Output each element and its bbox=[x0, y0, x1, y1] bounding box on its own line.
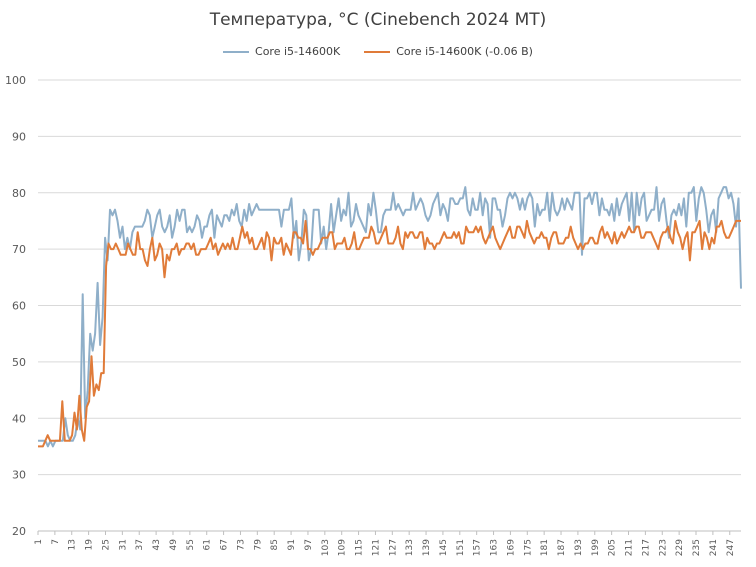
x-tick-label-157: 157 bbox=[473, 539, 483, 556]
chart-title: Температура, °C (Cinebench 2024 MT) bbox=[209, 10, 547, 30]
x-tick-label-1: 1 bbox=[34, 539, 44, 545]
legend: Core i5-14600K Core i5-14600K (-0.06 В) bbox=[0, 45, 756, 58]
x-tick-label-199: 199 bbox=[591, 539, 601, 556]
x-tick-label-61: 61 bbox=[203, 539, 213, 550]
x-tick-label-103: 103 bbox=[321, 539, 331, 556]
x-tick-label-139: 139 bbox=[422, 539, 432, 556]
x-tick-label-229: 229 bbox=[675, 539, 685, 556]
x-tick-label-163: 163 bbox=[490, 539, 500, 556]
y-tick-label-70: 70 bbox=[12, 243, 26, 256]
x-tick-label-43: 43 bbox=[152, 539, 162, 550]
y-tick-label-20: 20 bbox=[12, 525, 26, 538]
series-line-2 bbox=[38, 219, 741, 448]
x-tick-label-31: 31 bbox=[118, 539, 128, 550]
y-tick-label-60: 60 bbox=[12, 300, 26, 313]
x-tick-label-187: 187 bbox=[557, 539, 567, 556]
x-tick-label-235: 235 bbox=[692, 539, 702, 556]
y-tick-label-30: 30 bbox=[12, 469, 26, 482]
x-tick-label-181: 181 bbox=[540, 539, 550, 556]
x-tick-label-73: 73 bbox=[236, 539, 246, 550]
x-tick-label-55: 55 bbox=[186, 539, 196, 550]
legend-swatch-series-2 bbox=[364, 50, 391, 53]
x-tick-label-49: 49 bbox=[169, 539, 179, 551]
series-line-1 bbox=[38, 186, 742, 448]
x-tick-label-109: 109 bbox=[338, 539, 348, 556]
x-tick-label-169: 169 bbox=[506, 539, 516, 556]
x-tick-label-97: 97 bbox=[304, 539, 314, 550]
x-tick-label-145: 145 bbox=[439, 539, 449, 556]
x-tick-label-13: 13 bbox=[68, 539, 78, 550]
x-tick-label-67: 67 bbox=[220, 539, 230, 550]
x-tick-label-115: 115 bbox=[355, 539, 365, 556]
x-tick-label-193: 193 bbox=[574, 539, 584, 556]
legend-item-series-1: Core i5-14600K bbox=[223, 45, 340, 58]
x-tick-label-121: 121 bbox=[371, 539, 381, 556]
x-tick-label-37: 37 bbox=[135, 539, 145, 550]
x-tick-label-25: 25 bbox=[101, 539, 111, 550]
x-tick-label-91: 91 bbox=[287, 539, 297, 550]
y-tick-label-40: 40 bbox=[12, 412, 26, 425]
x-tick-label-79: 79 bbox=[253, 539, 263, 551]
y-tick-label-80: 80 bbox=[12, 187, 26, 200]
x-tick-label-85: 85 bbox=[270, 539, 280, 550]
x-tick-label-7: 7 bbox=[51, 539, 61, 545]
x-tick-label-175: 175 bbox=[523, 539, 533, 556]
x-tick-label-151: 151 bbox=[456, 539, 466, 556]
x-tick-label-223: 223 bbox=[658, 539, 668, 556]
x-tick-label-247: 247 bbox=[726, 539, 736, 556]
x-tick-label-205: 205 bbox=[608, 539, 618, 556]
y-tick-label-50: 50 bbox=[12, 356, 26, 369]
x-tick-label-19: 19 bbox=[85, 539, 95, 551]
legend-label-series-2: Core i5-14600K (-0.06 В) bbox=[396, 45, 533, 58]
x-tick-label-127: 127 bbox=[388, 539, 398, 556]
x-tick-label-211: 211 bbox=[625, 539, 635, 556]
y-tick-label-100: 100 bbox=[5, 74, 26, 87]
x-tick-label-133: 133 bbox=[405, 539, 415, 556]
legend-item-series-2: Core i5-14600K (-0.06 В) bbox=[364, 45, 533, 58]
legend-label-series-1: Core i5-14600K bbox=[255, 45, 341, 58]
legend-swatch-series-1 bbox=[223, 50, 250, 53]
x-tick-label-241: 241 bbox=[709, 539, 719, 556]
x-tick-label-217: 217 bbox=[641, 539, 651, 556]
y-tick-label-90: 90 bbox=[12, 130, 26, 143]
